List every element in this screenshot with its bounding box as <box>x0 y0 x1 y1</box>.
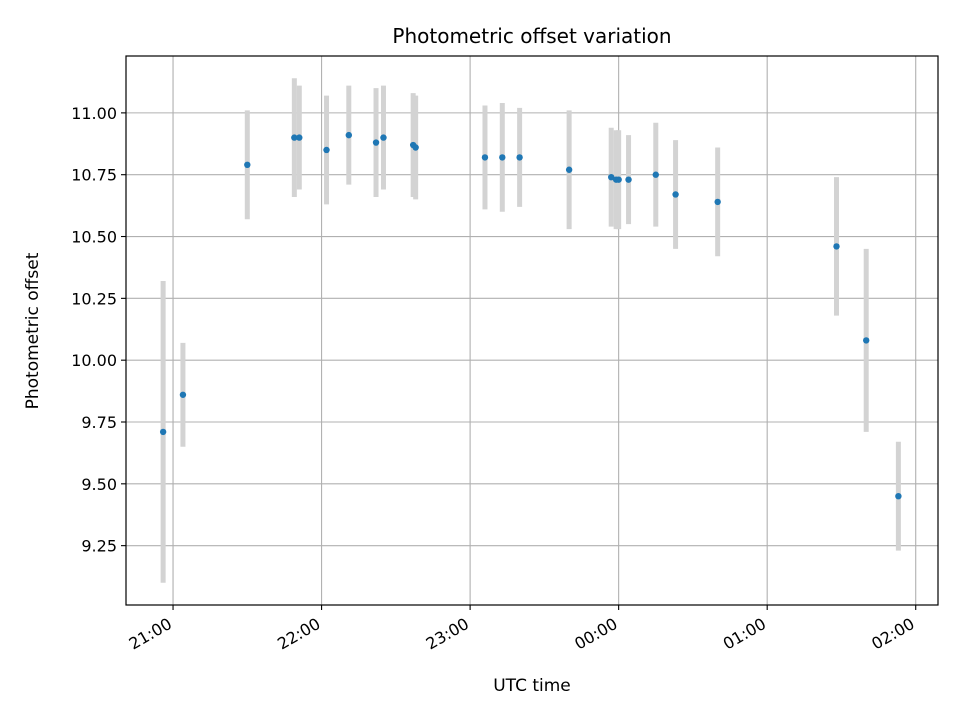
y-axis-label: Photometric offset <box>23 252 43 409</box>
x-axis-label: UTC time <box>493 676 571 696</box>
y-tick-label: 10.75 <box>71 166 117 185</box>
data-point <box>499 154 506 161</box>
data-point <box>481 154 489 161</box>
y-axis-ticks: 9.25 9.50 9.75 10.00 10.25 10.50 10.75 11.00 <box>71 104 126 556</box>
data-point <box>296 134 303 141</box>
data-point <box>625 176 632 183</box>
y-tick-label: 10.00 <box>71 351 117 370</box>
data-points <box>159 131 902 500</box>
y-tick-label: 11.00 <box>71 104 117 123</box>
data-point <box>895 492 902 500</box>
y-tick-label: 10.25 <box>71 289 117 308</box>
data-point <box>323 146 330 154</box>
chart-title: Photometric offset variation <box>392 24 671 48</box>
data-point <box>672 191 679 198</box>
data-point <box>179 391 187 398</box>
plot-frame <box>125 55 939 606</box>
data-point <box>345 131 353 139</box>
data-point <box>608 173 615 181</box>
y-tick-label: 9.50 <box>81 475 117 494</box>
data-point <box>412 144 419 151</box>
data-point <box>244 161 251 169</box>
y-tick-label: 9.75 <box>81 413 117 432</box>
data-point <box>833 243 840 250</box>
data-point <box>372 139 380 146</box>
data-point <box>565 166 573 173</box>
data-point <box>291 134 298 141</box>
y-tick-label: 9.25 <box>81 537 117 556</box>
data-point <box>863 337 870 344</box>
data-point <box>380 134 387 141</box>
data-point <box>652 171 659 178</box>
data-point <box>159 428 167 436</box>
data-point <box>516 154 523 161</box>
grid-lines <box>126 56 938 605</box>
y-tick-label: 10.50 <box>71 228 117 247</box>
data-point <box>615 176 622 183</box>
data-point <box>714 198 721 206</box>
